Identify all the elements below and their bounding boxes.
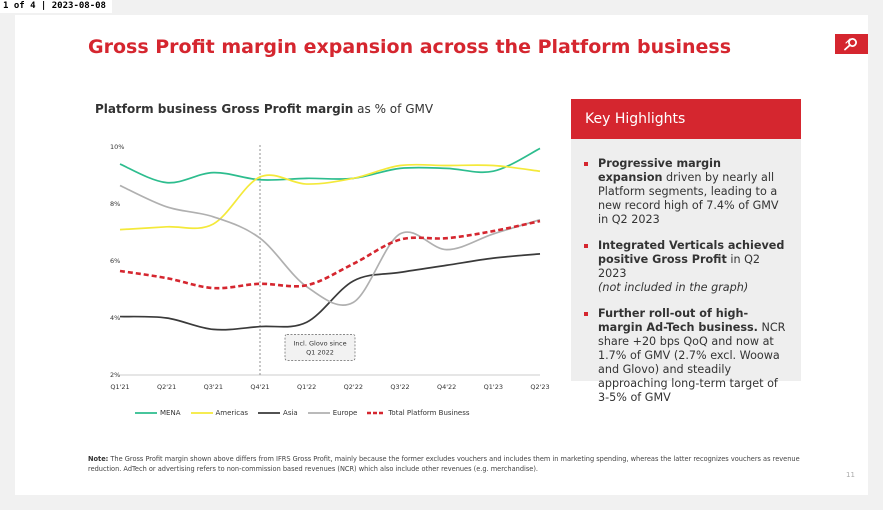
legend-label: MENA	[160, 409, 181, 417]
brand-logo-icon	[844, 38, 857, 51]
bullet-square-icon	[584, 162, 588, 166]
x-tick-label: Q4'22	[437, 383, 456, 391]
brand-logo	[835, 34, 868, 54]
legend-label: Europe	[332, 409, 358, 417]
legend-swatch	[367, 411, 386, 415]
x-tick-label: Q3'21	[204, 383, 223, 391]
highlight-text: NCR share +20 bps QoQ and now at 1.7% of…	[598, 321, 786, 404]
annotation-text: Incl. Glovo since	[293, 339, 346, 347]
y-tick-label: 2%	[110, 371, 120, 379]
highlight-item: Integrated Verticals achieved positive G…	[583, 239, 789, 295]
x-tick-label: Q1'21	[110, 383, 129, 391]
y-tick-label: 4%	[110, 314, 120, 322]
page-number: 11	[846, 471, 855, 479]
legend-swatch	[190, 412, 213, 414]
chart-title-rest: as % of GMV	[353, 102, 434, 116]
legend-item: Total Platform Business	[367, 409, 470, 417]
series-line-europe	[119, 184, 541, 306]
slide: Gross Profit margin expansion across the…	[15, 15, 868, 495]
x-tick-label: Q1'22	[297, 383, 316, 391]
highlight-bold-text: Further roll-out of high-margin Ad-Tech …	[598, 307, 758, 334]
legend-label: Americas	[215, 409, 249, 417]
viewer-status-bar: 1 of 4 | 2023-08-08	[0, 0, 112, 13]
y-tick-label: 6%	[110, 257, 120, 265]
annotation-box	[284, 334, 356, 361]
series-line-mena	[119, 147, 541, 184]
x-tick-label: Q3'22	[390, 383, 409, 391]
slide-title: Gross Profit margin expansion across the…	[88, 36, 732, 58]
legend-label: Total Platform Business	[388, 409, 470, 417]
footnote: Note: The Gross Profit margin shown abov…	[88, 455, 808, 474]
bullet-square-icon	[584, 312, 588, 316]
x-tick-label: Q4'21	[250, 383, 269, 391]
annotation-text-line-2: Q1 2022	[306, 348, 334, 356]
highlight-item: Further roll-out of high-margin Ad-Tech …	[583, 307, 789, 405]
highlight-item: Progressive margin expansion driven by n…	[583, 157, 789, 227]
x-tick-label: Q2'21	[157, 383, 176, 391]
x-tick-label: Q2'23	[530, 383, 549, 391]
legend-label: Asia	[283, 409, 298, 417]
chart-title: Platform business Gross Profit margin as…	[95, 102, 433, 116]
line-chart: 2% 4% 6% 8% 10% Q1'21 Q2'21 Q3'21 Q4'21 Q1'22 Q2'2…	[110, 143, 550, 391]
x-tick-label: Q2'22	[344, 383, 363, 391]
series-line-total-platform-business	[119, 219, 541, 290]
series-line-asia	[119, 253, 541, 331]
key-highlights-panel: Key Highlights Progressive margin expans…	[571, 99, 801, 404]
legend-item: Europe	[307, 409, 358, 417]
series-line-americas	[119, 163, 541, 231]
highlights-list: Progressive margin expansion driven by n…	[571, 139, 801, 405]
legend-item: Americas	[190, 409, 249, 417]
legend-item: Asia	[258, 409, 298, 417]
highlight-bold-text: Integrated Verticals achieved positive G…	[598, 239, 785, 266]
highlight-text: driven by nearly all Platform segments, …	[598, 171, 779, 226]
legend-swatch	[135, 412, 157, 414]
legend-swatch	[307, 412, 330, 414]
footnote-label: Note:	[88, 455, 109, 463]
chart-title-bold: Platform business Gross Profit margin	[95, 102, 354, 116]
bullet-square-icon	[584, 244, 588, 248]
key-highlights-title: Key Highlights	[571, 99, 801, 139]
viewer-status-text: 1 of 4 | 2023-08-08	[3, 1, 106, 11]
legend-item: MENA	[135, 409, 181, 417]
legend-swatch	[258, 412, 281, 414]
x-tick-label: Q1'23	[484, 383, 503, 391]
highlight-italic-text: (not included in the graph)	[598, 281, 749, 294]
chart-legend: MENA Americas Asia Europe Total Platform Bus…	[135, 407, 480, 419]
highlight-bold-text: Progressive margin expansion	[598, 157, 721, 184]
highlight-text: in Q2 2023	[598, 253, 761, 280]
footnote-text: The Gross Profit margin shown above diff…	[88, 455, 800, 473]
y-tick-label: 10%	[110, 143, 124, 151]
y-tick-label: 8%	[110, 200, 120, 208]
